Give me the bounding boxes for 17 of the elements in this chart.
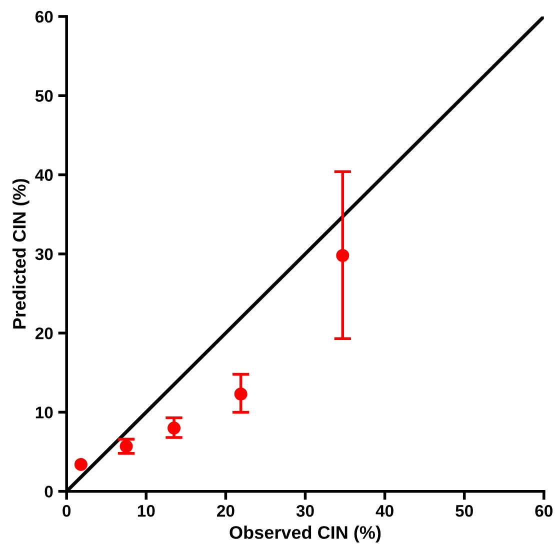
x-tick-label: 60 (535, 504, 552, 517)
y-tick-label: 60 (35, 10, 53, 23)
point (74, 458, 88, 471)
y-tick-label: 10 (36, 406, 53, 418)
x-tick-label: 40 (376, 504, 394, 517)
y-tick-label: 30 (35, 248, 53, 260)
y-tick-label: 50 (35, 90, 53, 102)
y-tick-label: 20 (35, 327, 53, 340)
y-tick-label: 40 (35, 169, 53, 181)
y-tick-label: 0 (44, 486, 53, 498)
x-tick-label: 0 (62, 504, 71, 517)
x-tick-label: 50 (456, 504, 473, 517)
x-tick-label: 20 (217, 504, 234, 517)
x-tick-label: 30 (296, 504, 314, 517)
x-tick-label: 10 (138, 504, 155, 517)
x-axis-title: Observed CIN (%) (230, 526, 381, 542)
y-axis-title: Predicted CIN (%) (12, 179, 30, 328)
